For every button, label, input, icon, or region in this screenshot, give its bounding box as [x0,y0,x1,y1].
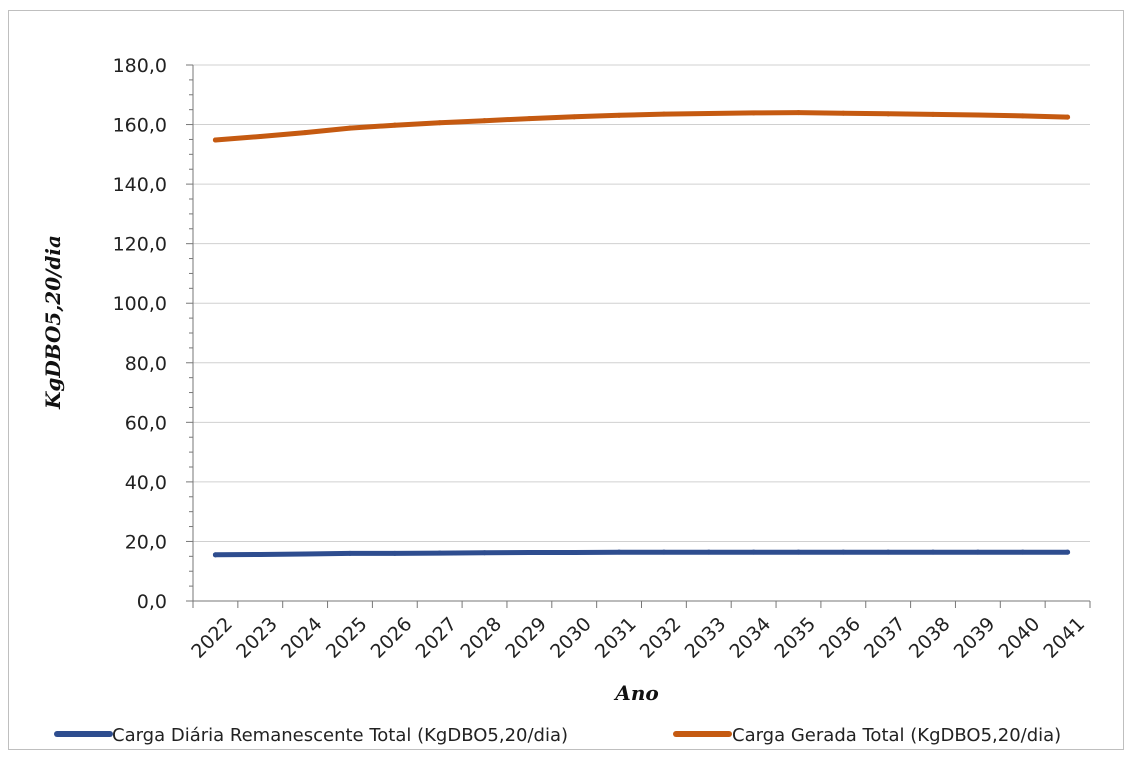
x-axis-title: Ano [613,681,658,705]
x-tick-label: 2025 [322,613,372,663]
data-point [212,137,218,143]
data-point [661,549,667,555]
legend-label-gerada: Carga Gerada Total (KgDBO5,20/dia) [732,725,1061,746]
data-point [840,110,846,116]
x-tick-label: 2031 [591,613,641,663]
data-point [212,552,218,558]
y-tick-label: 80,0 [125,353,167,375]
data-point [437,120,443,126]
y-tick-label: 100,0 [113,293,167,315]
data-point [482,550,488,556]
x-tick-label: 2037 [860,613,910,663]
data-point [526,116,532,122]
x-tick-label: 2033 [681,613,731,663]
x-tick-label: 2038 [905,613,955,663]
data-point [1065,114,1071,120]
chart-frame [8,10,1124,750]
data-point [437,550,443,556]
series-line-0 [212,549,1071,558]
y-tick-label: 60,0 [125,412,167,434]
data-point [392,122,398,128]
y-tick-label: 180,0 [113,55,167,77]
data-point [930,111,936,117]
y-tick-label: 40,0 [125,472,167,494]
data-point [482,118,488,124]
legend-label-remanescente: Carga Diária Remanescente Total (KgDBO5,… [112,725,568,746]
x-tick-label: 2035 [770,613,820,663]
data-point [661,111,667,117]
x-tick-label: 2041 [1039,613,1089,663]
data-point [392,550,398,556]
data-point [616,112,622,118]
data-point [571,114,577,120]
x-tick-label: 2027 [412,613,462,663]
x-tick-labels: 2022202320242025202620272028202920302031… [187,613,1089,663]
data-point [257,133,263,139]
y-tick-label: 120,0 [113,234,167,256]
data-point [795,549,801,555]
x-tick-label: 2028 [456,613,506,663]
y-tick-label: 160,0 [113,115,167,137]
series-line-1 [212,110,1071,143]
x-tick-label: 2039 [950,613,1000,663]
y-tick-label: 20,0 [125,531,167,553]
data-point [840,549,846,555]
y-axis-title: KgDBO5,20/dia [41,235,65,410]
x-tick-label: 2023 [232,613,282,663]
data-point [706,549,712,555]
gridlines [193,64,1090,542]
x-tick-label: 2029 [501,613,551,663]
data-point [571,549,577,555]
data-point [347,125,353,131]
x-tick-label: 2032 [636,613,686,663]
x-tick-label: 2030 [546,613,596,663]
series-lines [212,110,1071,558]
x-tick-label: 2040 [995,613,1045,663]
data-point [706,111,712,117]
data-point [1020,549,1026,555]
data-point [347,550,353,556]
axes [186,64,1091,608]
data-point [975,112,981,118]
y-tick-label: 140,0 [113,174,167,196]
y-tick-label: 0,0 [137,591,167,613]
data-point [1065,549,1071,555]
data-point [885,549,891,555]
x-tick-label: 2036 [815,613,865,663]
data-point [526,549,532,555]
data-point [795,110,801,116]
data-point [930,549,936,555]
data-point [885,111,891,117]
y-tick-labels: 0,0 20,0 40,0 60,0 80,0 100,0 120,0 140,0 160,0 1… [113,55,167,613]
legend: Carga Diária Remanescente Total (KgDBO5,… [54,725,1061,746]
data-point [975,549,981,555]
data-point [302,130,308,136]
data-point [751,549,757,555]
data-point [616,549,622,555]
data-point [1020,113,1026,119]
x-tick-label: 2034 [725,613,775,663]
data-point [257,552,263,558]
data-point [302,551,308,557]
x-tick-label: 2022 [187,613,237,663]
x-tick-label: 2024 [277,613,327,663]
x-tick-label: 2026 [367,613,417,663]
data-point [751,110,757,116]
